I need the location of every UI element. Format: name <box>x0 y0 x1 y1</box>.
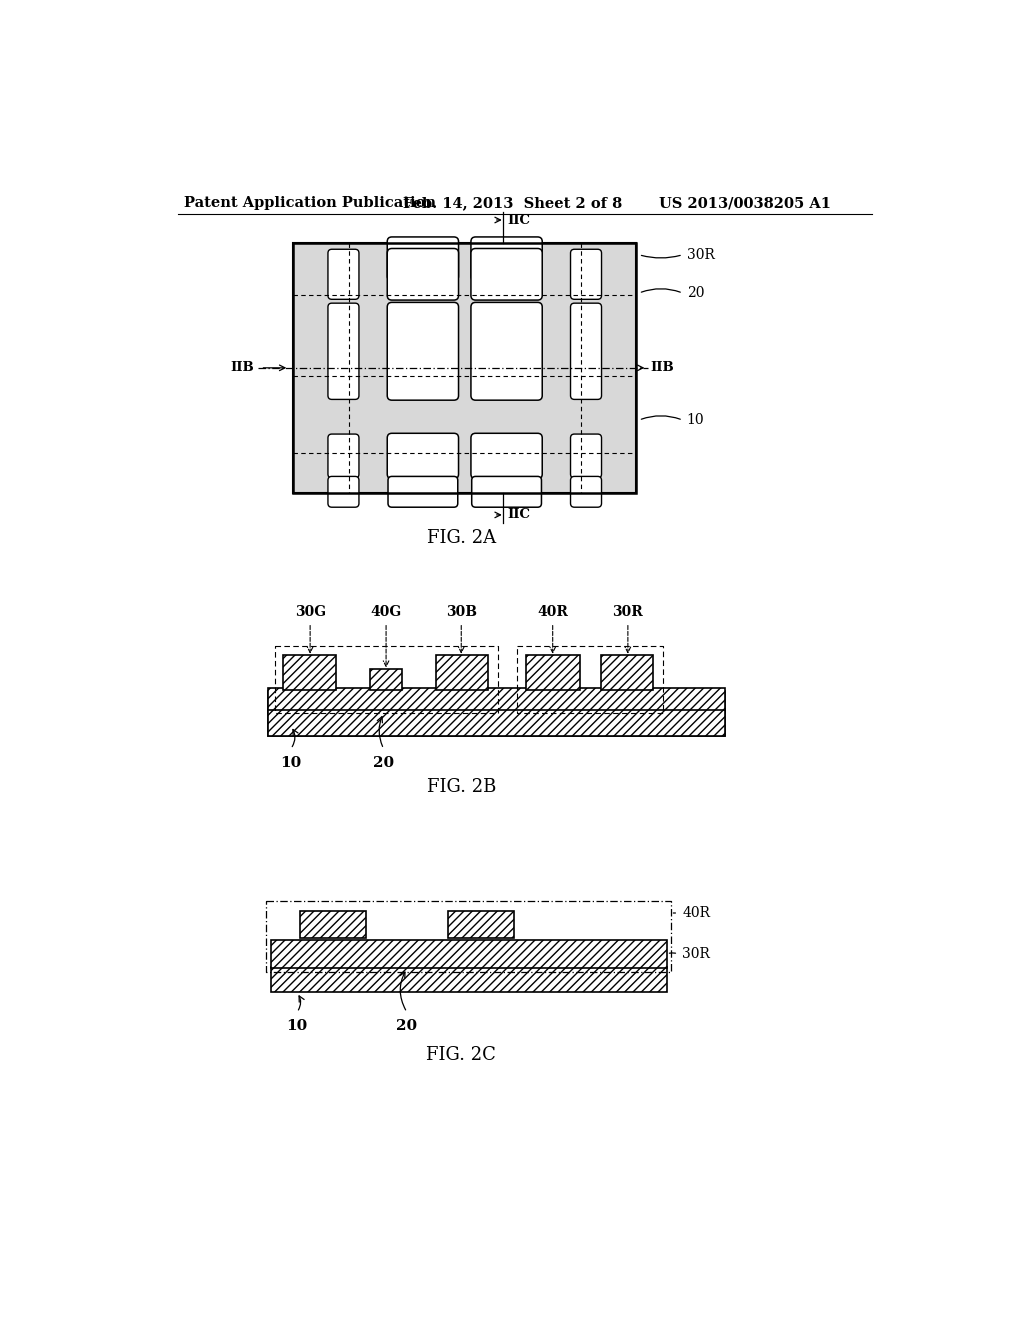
FancyBboxPatch shape <box>471 302 543 400</box>
FancyBboxPatch shape <box>328 249 359 300</box>
Text: 40R: 40R <box>682 906 710 920</box>
Text: IIB: IIB <box>650 362 674 375</box>
FancyBboxPatch shape <box>471 433 543 479</box>
Text: US 2013/0038205 A1: US 2013/0038205 A1 <box>658 197 830 210</box>
FancyBboxPatch shape <box>472 477 542 507</box>
FancyBboxPatch shape <box>387 433 459 479</box>
FancyBboxPatch shape <box>570 477 601 507</box>
Text: 10: 10 <box>687 413 705 428</box>
FancyBboxPatch shape <box>570 304 601 400</box>
FancyBboxPatch shape <box>328 477 359 507</box>
Text: 30R: 30R <box>612 605 643 619</box>
Bar <box>435 655 488 689</box>
FancyBboxPatch shape <box>471 248 543 300</box>
Text: 10: 10 <box>281 756 301 770</box>
Bar <box>267 688 725 710</box>
FancyBboxPatch shape <box>328 434 359 478</box>
Text: 10: 10 <box>287 1019 307 1034</box>
Text: IIB: IIB <box>230 362 254 375</box>
Text: Patent Application Publication: Patent Application Publication <box>183 197 436 210</box>
Text: 30R: 30R <box>687 248 715 261</box>
Bar <box>267 692 725 713</box>
Text: IIC: IIC <box>507 508 530 521</box>
FancyBboxPatch shape <box>570 434 601 478</box>
Bar <box>370 669 402 689</box>
Text: FIG. 2A: FIG. 2A <box>427 529 496 546</box>
Text: 30R: 30R <box>682 946 710 961</box>
Text: Feb. 14, 2013  Sheet 2 of 8: Feb. 14, 2013 Sheet 2 of 8 <box>403 197 623 210</box>
Text: FIG. 2B: FIG. 2B <box>427 779 496 796</box>
Text: 20: 20 <box>687 286 705 300</box>
Text: 20: 20 <box>373 756 394 770</box>
Bar <box>271 940 667 969</box>
FancyBboxPatch shape <box>388 477 458 507</box>
FancyBboxPatch shape <box>387 302 459 400</box>
Text: 30B: 30B <box>445 605 477 619</box>
Text: 40R: 40R <box>538 605 568 619</box>
Bar <box>283 655 336 689</box>
Text: 30G: 30G <box>295 605 326 619</box>
Bar <box>267 711 725 737</box>
Text: IIC: IIC <box>507 214 530 227</box>
Bar <box>300 912 366 939</box>
FancyBboxPatch shape <box>471 238 543 281</box>
Bar <box>601 655 653 689</box>
Bar <box>293 243 636 494</box>
Text: 40G: 40G <box>371 605 401 619</box>
FancyBboxPatch shape <box>387 248 459 300</box>
FancyBboxPatch shape <box>328 304 359 400</box>
Bar <box>271 968 667 993</box>
Bar <box>449 912 514 939</box>
FancyBboxPatch shape <box>387 238 459 281</box>
FancyBboxPatch shape <box>570 249 601 300</box>
Text: FIG. 2C: FIG. 2C <box>426 1047 497 1064</box>
Bar <box>267 709 725 737</box>
Bar <box>525 655 580 689</box>
Bar <box>293 243 636 494</box>
Text: 20: 20 <box>396 1019 418 1034</box>
